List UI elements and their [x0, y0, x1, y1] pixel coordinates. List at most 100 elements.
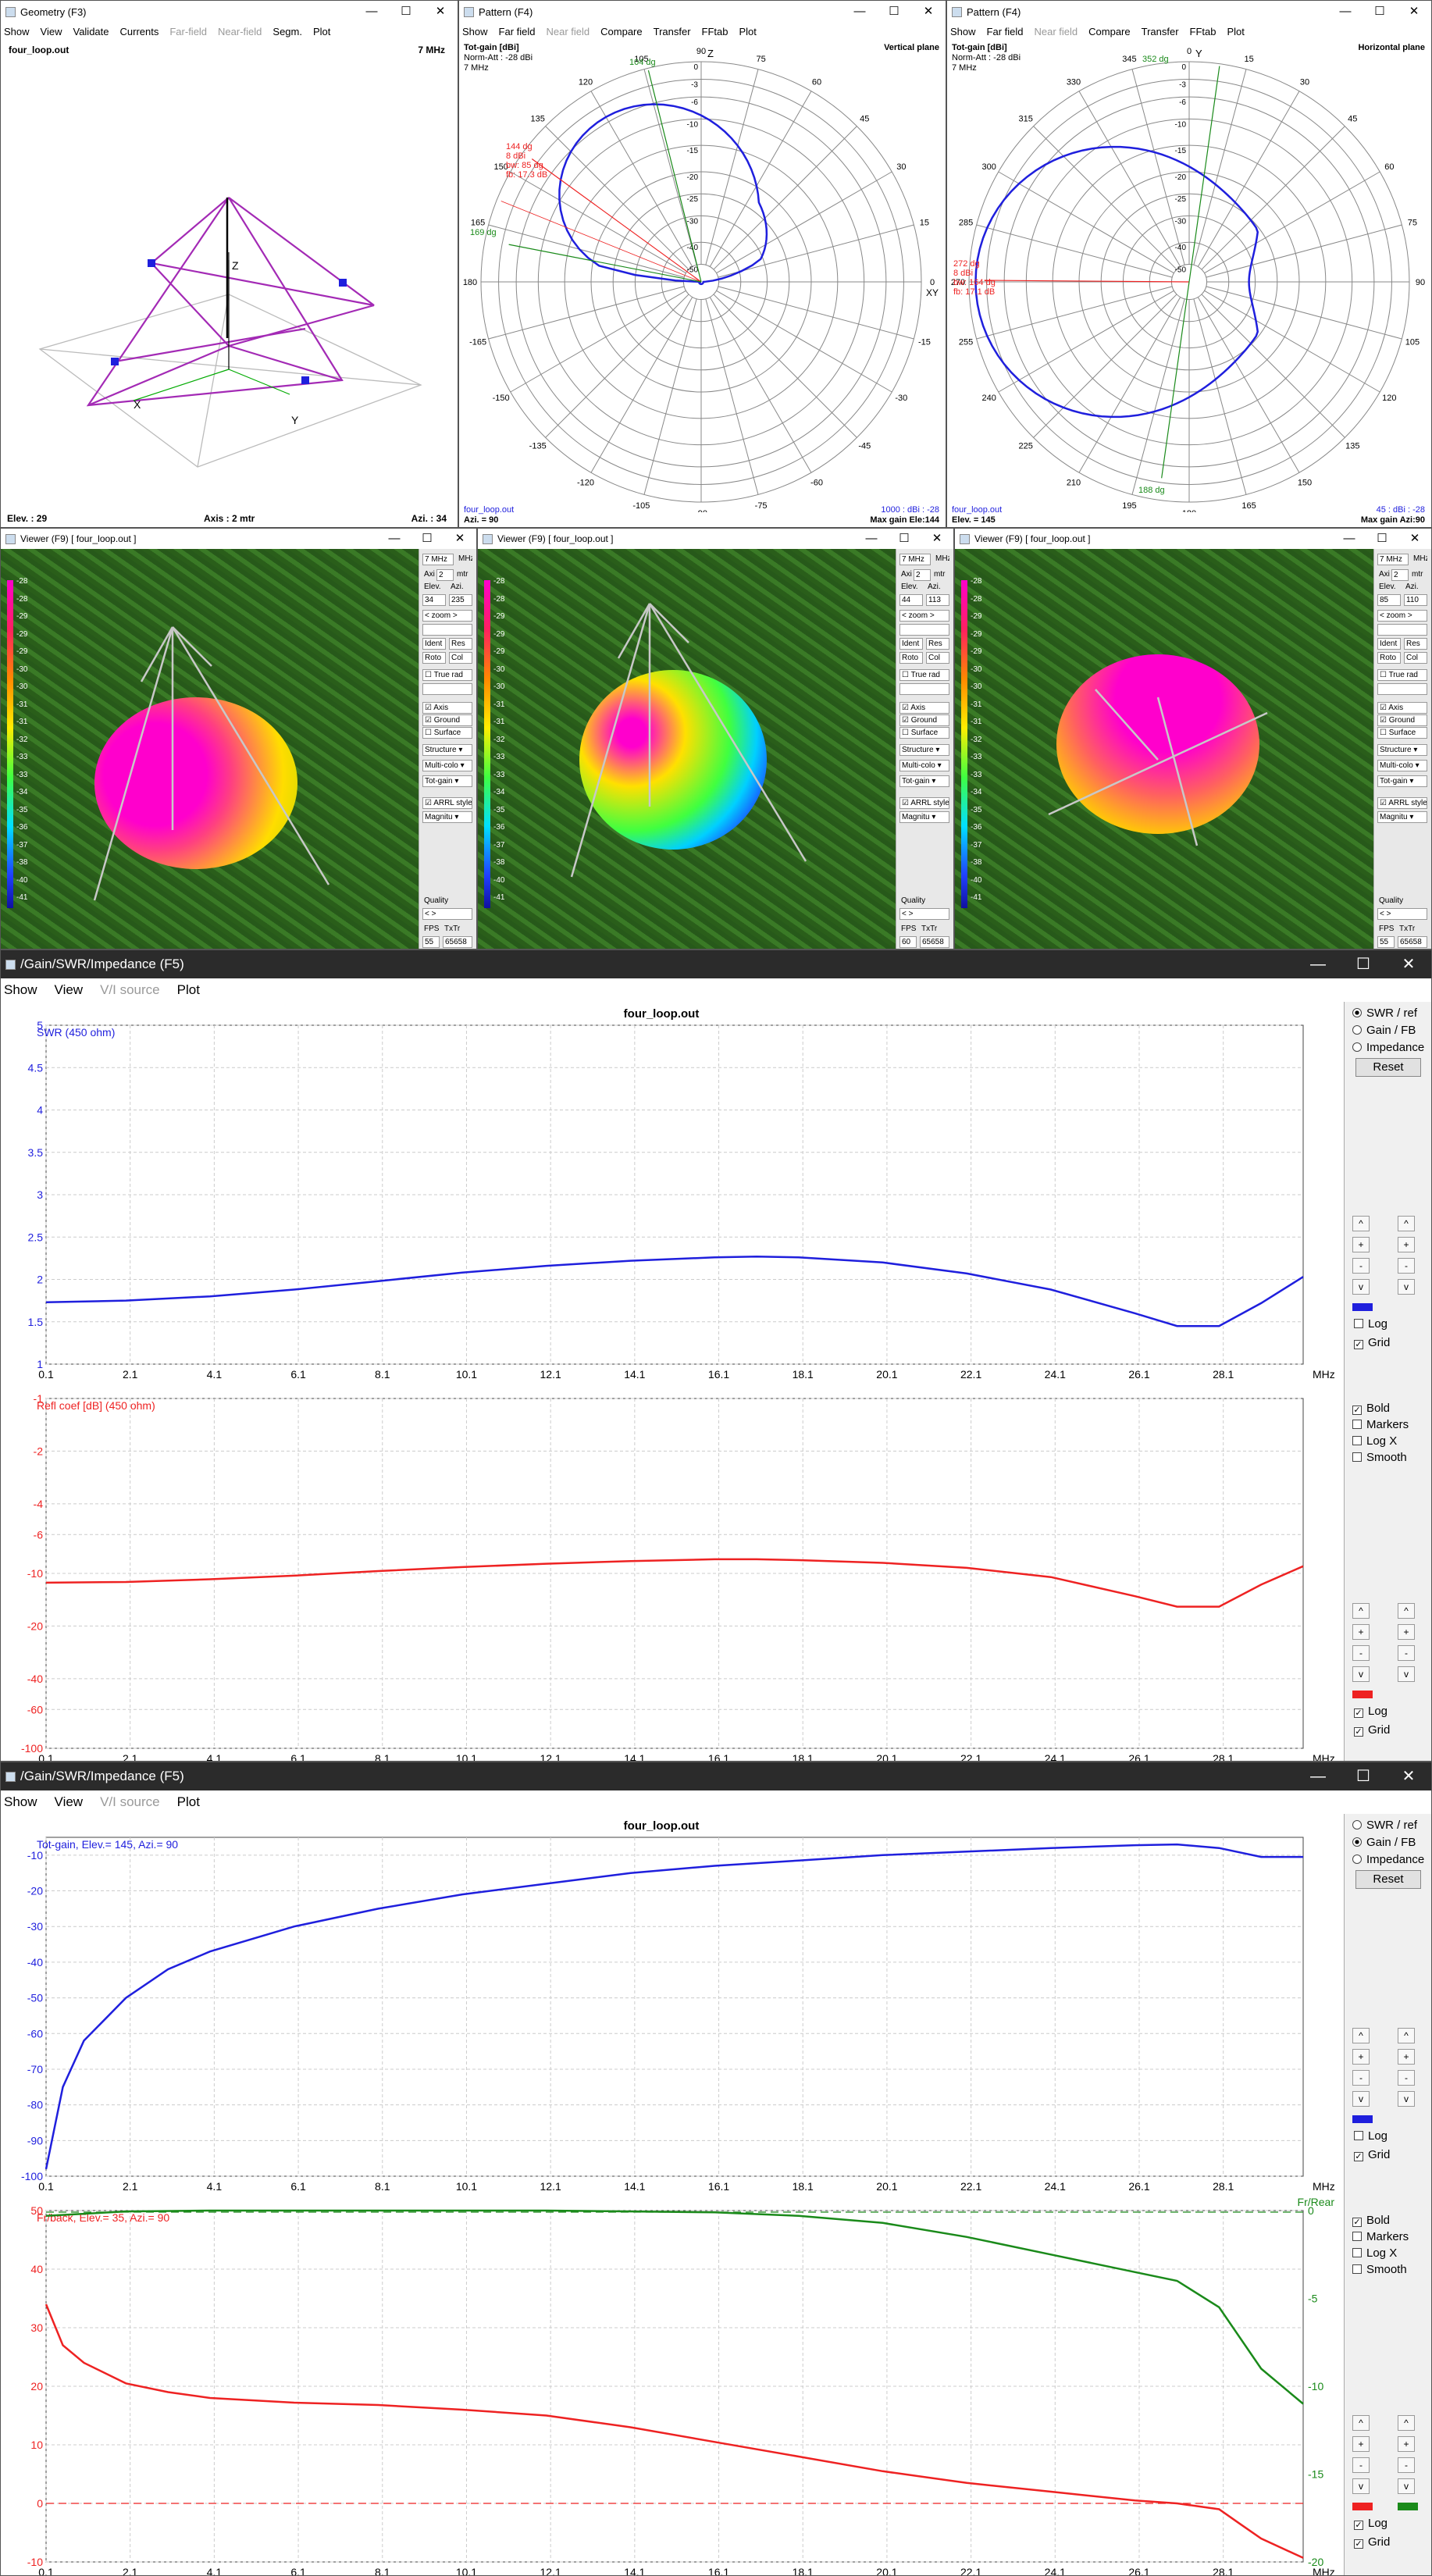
lower-scale-left-0[interactable]: ^: [1352, 1603, 1370, 1619]
option-gain-fb[interactable]: Gain / FB: [1352, 1024, 1416, 1037]
elev-field[interactable]: 34: [422, 594, 446, 606]
multicolor-select[interactable]: Multi-colo ▾: [422, 760, 472, 771]
option-swr-ref[interactable]: SWR / ref: [1352, 1819, 1417, 1832]
lower-check-log[interactable]: ✓ Log: [1354, 1705, 1388, 1718]
res-button[interactable]: Res: [449, 638, 472, 650]
option-impedance[interactable]: Impedance: [1352, 1853, 1424, 1866]
arrl-checkbox[interactable]: ☑ ARRL style: [1377, 797, 1427, 809]
menu-currents[interactable]: Currents: [119, 25, 159, 37]
lower-check-grid[interactable]: ✓ Grid: [1354, 2535, 1391, 2549]
slider-track-2[interactable]: [1377, 683, 1427, 695]
reset-button[interactable]: Reset: [1355, 1870, 1421, 1889]
menu-show[interactable]: Show: [950, 25, 976, 37]
elev-field[interactable]: 85: [1377, 594, 1401, 606]
close-button[interactable]: ✕: [1409, 532, 1420, 545]
minimize-button[interactable]: —: [853, 5, 866, 18]
ident-button[interactable]: Ident: [899, 638, 923, 650]
check-markers[interactable]: Markers: [1352, 2230, 1409, 2243]
3d-view[interactable]: -28 -28 -29 -29 -29 -30 -30 -31 -31 -32 -33 -33 -34 -…: [955, 549, 1373, 949]
structure-select[interactable]: Structure ▾: [899, 744, 949, 756]
surface-checkbox[interactable]: ☐ Surface: [422, 727, 472, 739]
check-smooth[interactable]: Smooth: [1352, 2263, 1407, 2276]
res-button[interactable]: Res: [926, 638, 949, 650]
menu-plot[interactable]: Plot: [176, 982, 200, 997]
menu-segm-[interactable]: Segm.: [273, 25, 302, 37]
segment-marker[interactable]: [339, 279, 347, 287]
maximize-button[interactable]: ☐: [1356, 956, 1370, 973]
col-button[interactable]: Col: [449, 652, 472, 664]
menu-show[interactable]: Show: [4, 1794, 37, 1809]
menu-v-i-source[interactable]: V/I source: [100, 1794, 160, 1809]
title-bar[interactable]: /Gain/SWR/Impedance (F5) — ☐ ✕: [1, 1762, 1431, 1790]
slider-track[interactable]: [1377, 624, 1427, 636]
menu-near-field[interactable]: Near field: [546, 25, 590, 37]
menu-validate[interactable]: Validate: [73, 25, 109, 37]
menu-far-field[interactable]: Far field: [986, 25, 1024, 37]
upper-scale-left-0[interactable]: ^: [1352, 2028, 1370, 2043]
title-bar[interactable]: Viewer (F9) [ four_loop.out ] — ☐ ✕: [478, 529, 953, 549]
upper-color-swatch[interactable]: [1352, 1303, 1373, 1311]
upper-scale-right-0[interactable]: ^: [1398, 1216, 1415, 1231]
upper-scale-left-2[interactable]: -: [1352, 2070, 1370, 2086]
roto-button[interactable]: Roto: [899, 652, 923, 664]
tot-gain-chart[interactable]: 0.1 2.1 4.1 6.1 8.1 10.1 12.1 14.1 16.1 18.1 20.1 2…: [21, 1837, 1335, 2193]
axis-checkbox[interactable]: ☑ Axis: [422, 702, 472, 714]
menu-transfer[interactable]: Transfer: [1141, 25, 1179, 37]
upper-check-grid[interactable]: ✓ Grid: [1354, 2148, 1391, 2161]
lower-scale-right-2[interactable]: -: [1398, 1645, 1415, 1661]
zoom-control[interactable]: < zoom >: [899, 610, 949, 622]
structure-select[interactable]: Structure ▾: [1377, 744, 1427, 756]
true-rad-checkbox[interactable]: ☐ True rad: [1377, 669, 1427, 681]
menu-compare[interactable]: Compare: [600, 25, 643, 37]
polar-plot-horizontal[interactable]: 0 15 30 45 60 75 90 105 120 135 150 165 180 195 210 225…: [947, 48, 1431, 512]
upper-scale-right-1[interactable]: +: [1398, 2049, 1415, 2065]
upper-check-log[interactable]: Log: [1354, 2129, 1387, 2143]
upper-scale-right-3[interactable]: v: [1398, 2091, 1415, 2107]
menu-fftab[interactable]: FFtab: [701, 25, 728, 37]
upper-scale-right-1[interactable]: +: [1398, 1237, 1415, 1252]
ident-button[interactable]: Ident: [1377, 638, 1401, 650]
lower-check-grid[interactable]: ✓ Grid: [1354, 1723, 1391, 1737]
title-bar[interactable]: Viewer (F9) [ four_loop.out ] — ☐ ✕: [1, 529, 476, 549]
upper-check-grid[interactable]: ✓ Grid: [1354, 1336, 1391, 1349]
true-rad-checkbox[interactable]: ☐ True rad: [899, 669, 949, 681]
freq-field[interactable]: 7 MHz: [899, 554, 931, 565]
menu-far-field[interactable]: Far-field: [169, 25, 208, 37]
magnitude-select[interactable]: Magnitu ▾: [899, 811, 949, 823]
freq-field[interactable]: 7 MHz: [1377, 554, 1409, 565]
surface-checkbox[interactable]: ☐ Surface: [899, 727, 949, 739]
totgain-select[interactable]: Tot-gain ▾: [899, 775, 949, 787]
freq-field[interactable]: 7 MHz: [422, 554, 454, 565]
multicolor-select[interactable]: Multi-colo ▾: [1377, 760, 1427, 771]
minimize-button[interactable]: —: [1343, 532, 1355, 545]
front-back-chart[interactable]: 0.1 2.1 4.1 6.1 8.1 10.1 12.1 14.1 16.1 18.1 20.1 2…: [27, 2196, 1335, 2575]
lower-check-log[interactable]: ✓ Log: [1354, 2517, 1388, 2530]
menu-plot[interactable]: Plot: [176, 1794, 200, 1809]
menu-compare[interactable]: Compare: [1088, 25, 1131, 37]
roto-button[interactable]: Roto: [1377, 652, 1401, 664]
axis-checkbox[interactable]: ☑ Axis: [1377, 702, 1427, 714]
lower-scale-right-1[interactable]: +: [1398, 2436, 1415, 2452]
lower-scale-left-0[interactable]: ^: [1352, 2415, 1370, 2431]
segment-marker[interactable]: [111, 358, 119, 365]
refl-coef-chart[interactable]: 0.1 2.1 4.1 6.1 8.1 10.1 12.1 14.1 16.1 18.1 20.1 2…: [21, 1392, 1335, 1761]
close-button[interactable]: ✕: [1402, 956, 1416, 973]
ident-button[interactable]: Ident: [422, 638, 446, 650]
menu-near-field[interactable]: Near field: [1034, 25, 1078, 37]
zoom-control[interactable]: < zoom >: [422, 610, 472, 622]
menu-show[interactable]: Show: [462, 25, 488, 37]
lower-scale-left-2[interactable]: -: [1352, 2457, 1370, 2473]
lower-scale-right-1[interactable]: +: [1398, 1624, 1415, 1640]
segment-marker[interactable]: [148, 259, 155, 267]
lower-scale-right-2[interactable]: -: [1398, 2457, 1415, 2473]
check-log-x[interactable]: Log X: [1352, 2246, 1397, 2260]
quality-slider[interactable]: < >: [1377, 908, 1427, 920]
maximize-button[interactable]: ☐: [899, 532, 910, 545]
col-button[interactable]: Col: [1404, 652, 1427, 664]
check-markers[interactable]: Markers: [1352, 1418, 1409, 1431]
magnitude-select[interactable]: Magnitu ▾: [1377, 811, 1427, 823]
close-button[interactable]: ✕: [454, 532, 465, 545]
quality-slider[interactable]: < >: [422, 908, 472, 920]
lower-scale-right-0[interactable]: ^: [1398, 2415, 1415, 2431]
minimize-button[interactable]: —: [1339, 5, 1352, 18]
